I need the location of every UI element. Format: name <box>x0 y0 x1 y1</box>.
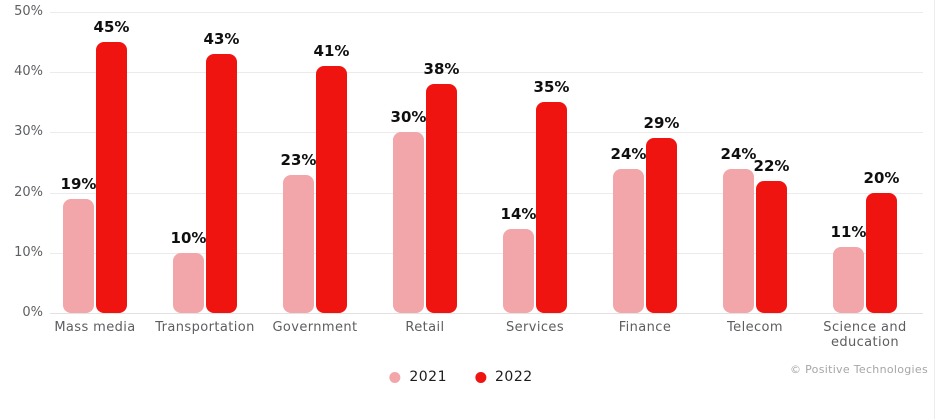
category-label: Finance <box>618 320 672 335</box>
bar-2021 <box>393 132 424 313</box>
bar-2022 <box>96 42 127 313</box>
category-label: Telecom <box>727 320 783 335</box>
bar-2021 <box>63 198 94 313</box>
value-label-2022: 38% <box>423 60 460 79</box>
bar-2022 <box>646 138 677 313</box>
bar-2021 <box>723 168 754 313</box>
gridline-0% <box>50 313 923 314</box>
category-label: Science and education <box>823 320 907 350</box>
gridline-30% <box>50 132 923 134</box>
value-label-2021: 14% <box>500 204 537 223</box>
bar-2021 <box>833 246 864 313</box>
legend-dot-icon <box>389 371 401 383</box>
legend: 2021 2022 <box>389 369 532 385</box>
value-label-2021: 24% <box>720 144 757 163</box>
gridline-10% <box>50 252 923 254</box>
value-label-2021: 10% <box>170 228 207 247</box>
value-label-2021: 11% <box>830 222 867 241</box>
y-tick-label: 40% <box>14 64 43 80</box>
bar-2021 <box>173 252 204 313</box>
y-tick-label: 30% <box>14 124 43 140</box>
value-label-2021: 23% <box>280 150 317 169</box>
bar-2022 <box>756 180 787 313</box>
legend-item-2022: 2022 <box>475 369 533 385</box>
category-label: Services <box>505 320 565 335</box>
category-label: Transportation <box>155 320 255 335</box>
y-tick-label: 20% <box>14 184 43 200</box>
value-label-2021: 24% <box>610 144 647 163</box>
value-label-2022: 35% <box>533 78 570 97</box>
y-tick-label: 10% <box>14 244 43 260</box>
category-label: Retail <box>405 320 445 335</box>
category-label: Government <box>272 320 358 335</box>
bar-2022 <box>536 102 567 313</box>
legend-label: 2022 <box>495 369 533 385</box>
bar-2022 <box>206 54 237 313</box>
category-label: Mass media <box>54 320 136 335</box>
bar-2021 <box>283 174 314 313</box>
gridline-20% <box>50 192 923 194</box>
legend-dot-icon <box>475 371 486 383</box>
value-label-2021: 30% <box>390 108 427 127</box>
bar-2022 <box>866 192 897 313</box>
bar-2022 <box>426 84 457 313</box>
legend-label: 2021 <box>409 369 447 385</box>
gridline-50% <box>50 12 923 13</box>
bar-2021 <box>613 168 644 313</box>
value-label-2022: 43% <box>203 30 240 49</box>
value-label-2022: 45% <box>93 18 130 37</box>
gridline-40% <box>50 72 923 74</box>
bar-2021 <box>503 228 534 313</box>
value-label-2022: 22% <box>753 156 790 175</box>
bar-2022 <box>316 66 347 313</box>
y-tick-label: 50% <box>14 4 43 19</box>
value-label-2022: 29% <box>643 114 680 133</box>
value-label-2022: 20% <box>863 168 900 187</box>
y-tick-label: 0% <box>22 305 43 320</box>
legend-item-2021: 2021 <box>389 369 447 385</box>
value-label-2022: 41% <box>313 42 350 61</box>
copyright: © Positive Technologies <box>790 363 928 376</box>
value-label-2021: 19% <box>60 174 97 193</box>
